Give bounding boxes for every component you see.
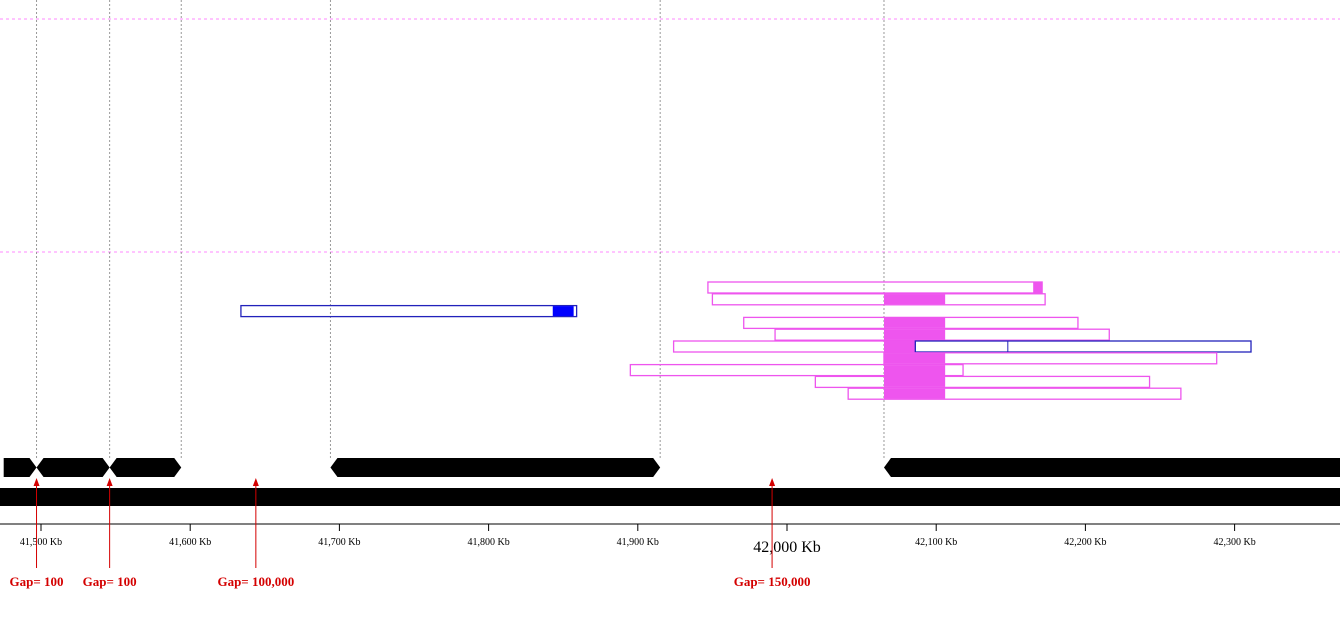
clone-overlap-block (883, 341, 916, 352)
gap-arrow-icon (252, 478, 259, 486)
clone-bar[interactable] (707, 281, 1043, 294)
clone-overlap-block (552, 306, 574, 317)
clone-bar[interactable] (847, 387, 1182, 400)
clone-overlap-block (883, 329, 946, 340)
clone-outline (914, 340, 1252, 353)
clone-bar[interactable] (240, 304, 578, 318)
clone-overlap-block (883, 317, 946, 328)
clone-outline (672, 340, 916, 353)
gap-label: Gap= 100 (10, 574, 64, 589)
clone-bar[interactable] (814, 375, 1151, 389)
clone-overlap-block (883, 294, 946, 305)
gap-arrow-icon (769, 478, 776, 486)
clone-bar[interactable] (672, 340, 916, 353)
contig-segment[interactable] (36, 458, 110, 477)
gap-label: Gap= 100,000 (217, 574, 294, 589)
clone-overlap-block (883, 353, 946, 364)
clone-bar[interactable] (914, 340, 1252, 353)
gap-arrow-icon (106, 478, 113, 486)
axis-tick-label: 42,100 Kb (915, 537, 957, 548)
gap-label: Gap= 100 (83, 574, 137, 589)
clone-overlap-block (883, 365, 946, 376)
axis-tick-label: 41,500 Kb (20, 537, 62, 548)
gap-marker: Gap= 150,000 (734, 478, 811, 589)
clone-outline (711, 293, 1046, 306)
clone-bar[interactable] (883, 352, 1218, 365)
axis-tick-label: 42,300 Kb (1213, 537, 1255, 548)
axis-tick-label: 42,000 Kb (753, 539, 821, 556)
guide-lines-layer (0, 0, 1340, 460)
axis-tick-label: 41,700 Kb (318, 537, 360, 548)
contig-segment[interactable] (330, 458, 661, 477)
clone-outline (814, 375, 1151, 389)
clone-outline (240, 304, 578, 318)
contig-segment[interactable] (3, 458, 37, 477)
clone-outline (707, 281, 1043, 294)
gap-marker: Gap= 100 (83, 478, 137, 589)
contig-segment[interactable] (883, 458, 1340, 477)
gap-label: Gap= 150,000 (734, 574, 811, 589)
clone-bar[interactable] (629, 363, 964, 377)
axis-tick-label: 42,200 Kb (1064, 537, 1106, 548)
scaffold-bar-layer[interactable] (0, 488, 1340, 506)
axis-tick-label: 41,600 Kb (169, 537, 211, 548)
clone-outline (847, 387, 1182, 400)
clone-bar[interactable] (774, 328, 1110, 341)
axis-layer: 41,500 Kb 41,600 Kb 41,700 Kb 41,800 Kb 41,9… (0, 523, 1340, 556)
contig-segment[interactable] (109, 458, 182, 477)
clone-outline (743, 316, 1079, 330)
clone-overlap-block (1033, 282, 1043, 293)
contig-track[interactable] (3, 458, 1340, 477)
clone-outline (629, 363, 964, 377)
clone-track[interactable] (240, 281, 1252, 400)
gap-arrow-icon (33, 478, 40, 486)
axis-tick-label: 41,900 Kb (617, 537, 659, 548)
gap-markers-layer: Gap= 100 Gap= 100 Gap= 100,000 Gap= 150,000 (10, 478, 811, 589)
gap-marker: Gap= 100 (10, 478, 64, 589)
clone-bar[interactable] (743, 316, 1079, 330)
clone-overlap-block (883, 388, 946, 399)
scaffold-bar[interactable] (0, 488, 1340, 506)
clone-overlap-block (883, 376, 946, 387)
clone-bar[interactable] (711, 293, 1046, 306)
clone-outline (774, 328, 1110, 341)
axis-tick-label: 41,800 Kb (467, 537, 509, 548)
gap-marker: Gap= 100,000 (217, 478, 294, 589)
